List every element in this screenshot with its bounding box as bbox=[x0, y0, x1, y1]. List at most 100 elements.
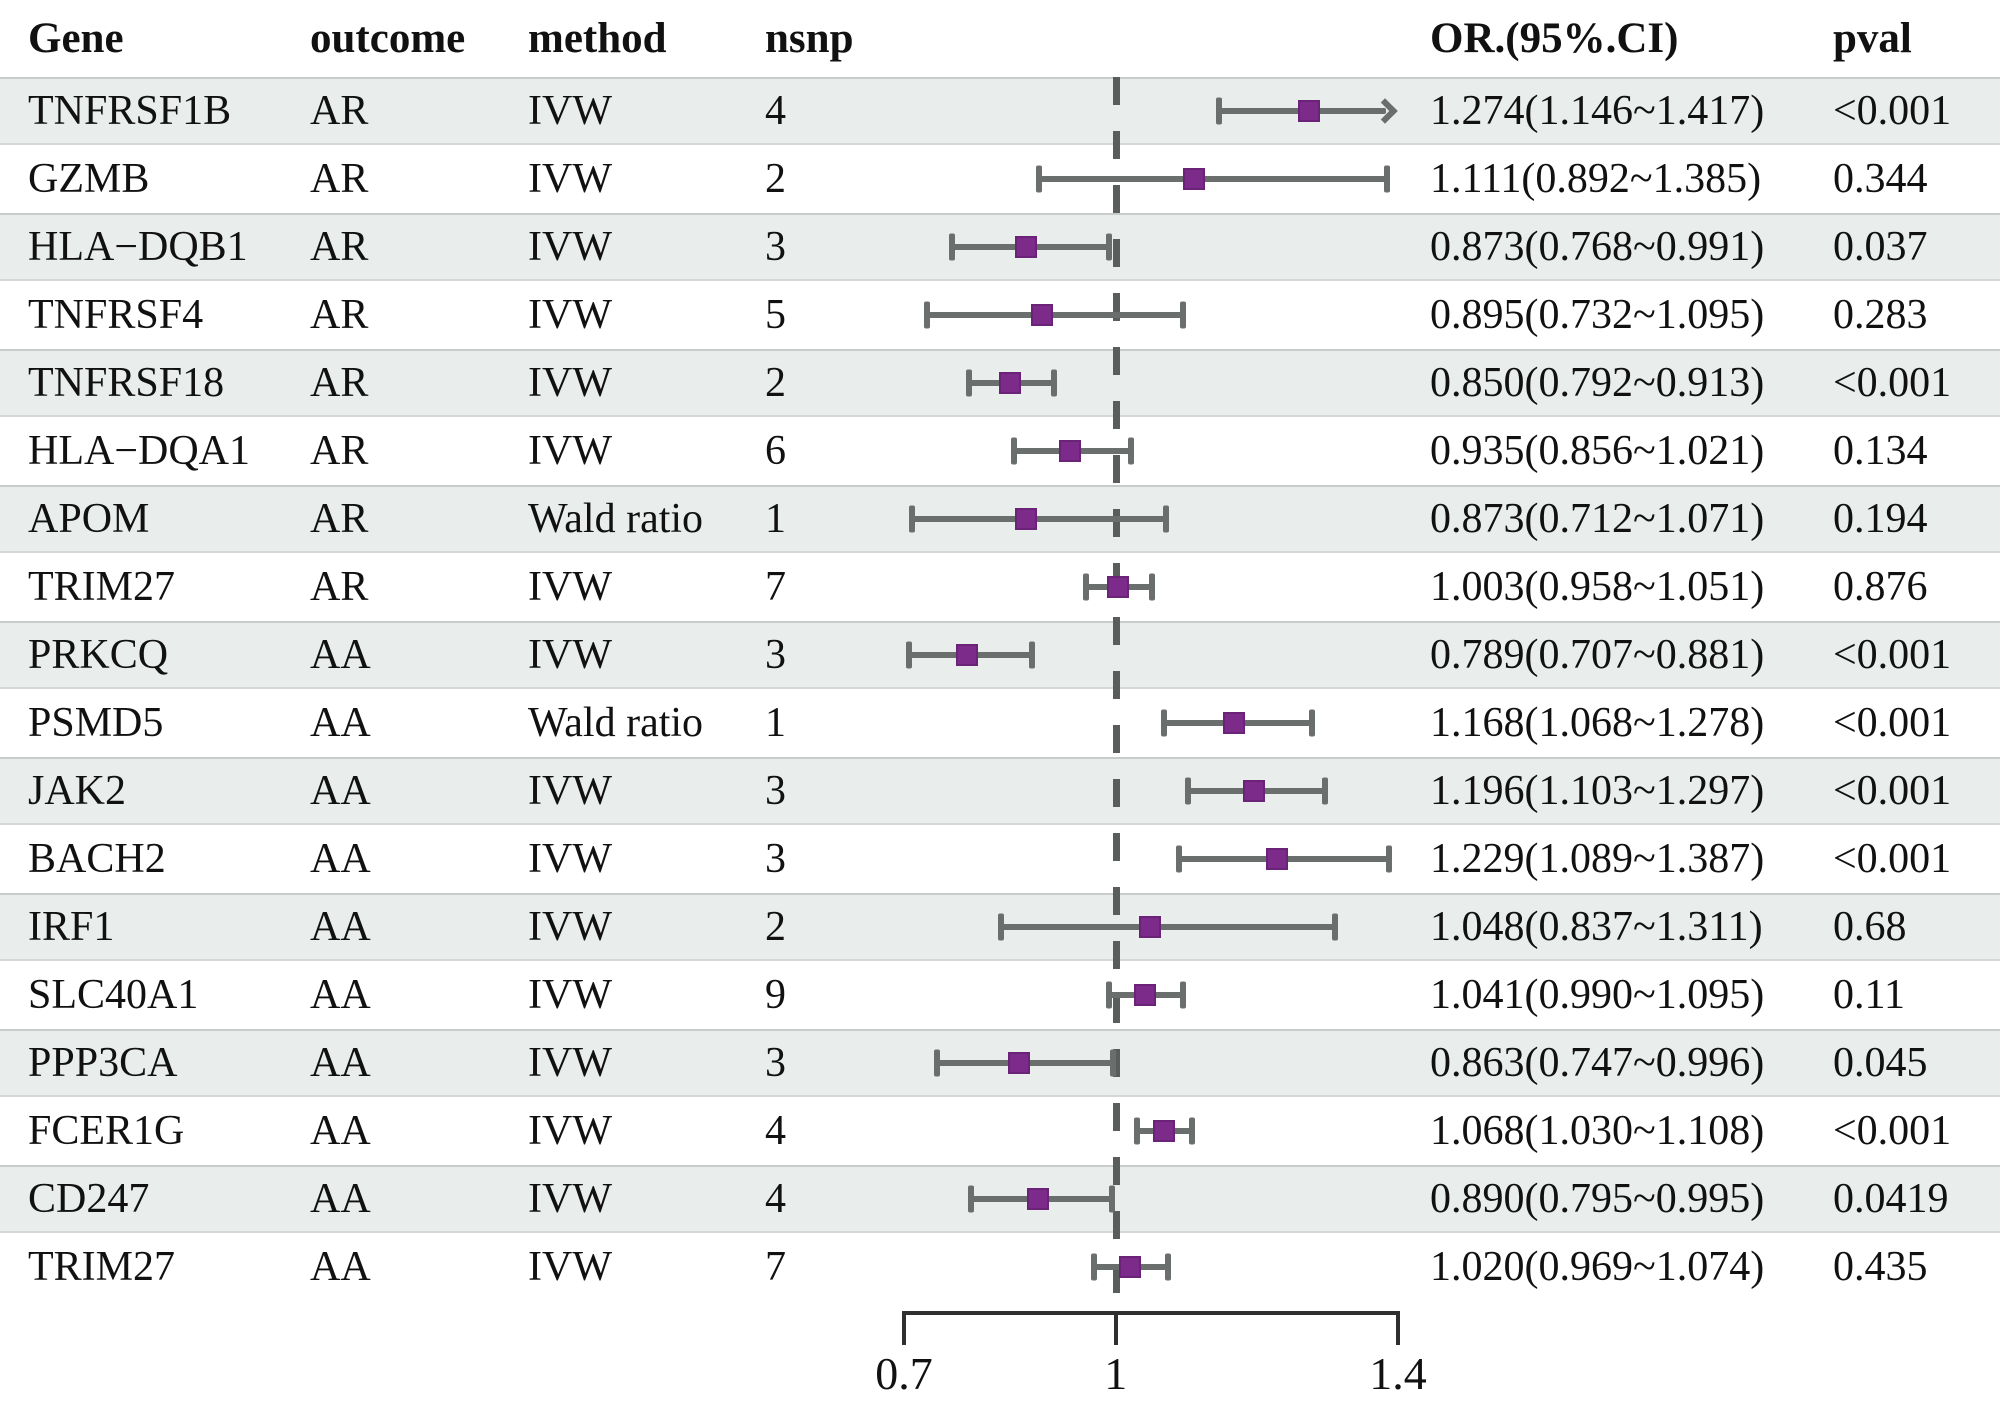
col-header-or-ci: OR.(95%.CI) bbox=[1430, 15, 1679, 62]
or-marker bbox=[1027, 1188, 1050, 1210]
or-marker bbox=[955, 644, 978, 666]
gene-cell: TNFRSF1B bbox=[28, 88, 232, 134]
or-marker bbox=[998, 372, 1021, 394]
method-cell: IVW bbox=[528, 1108, 612, 1154]
pval-cell: <0.001 bbox=[1833, 360, 1952, 406]
nsnp-cell: 2 bbox=[765, 904, 786, 950]
pval-cell: 0.11 bbox=[1833, 972, 1905, 1018]
or-ci-cell: 1.041(0.990~1.095) bbox=[1430, 972, 1765, 1018]
ci-cap-left bbox=[1160, 709, 1167, 737]
table-row: TRIM27 AR IVW 7 1.003(0.958~1.051) 0.876 bbox=[0, 553, 2000, 621]
ci-cap-right bbox=[1109, 1049, 1116, 1077]
ci-bar bbox=[926, 312, 1183, 318]
table-row: SLC40A1 AA IVW 9 1.041(0.990~1.095) 0.11 bbox=[0, 961, 2000, 1029]
pval-cell: <0.001 bbox=[1833, 836, 1952, 882]
ci-cap-left bbox=[1011, 437, 1018, 465]
outcome-cell: AA bbox=[310, 700, 371, 746]
outcome-cell: AA bbox=[310, 1244, 371, 1290]
or-ci-cell: 0.890(0.795~0.995) bbox=[1430, 1176, 1765, 1222]
nsnp-cell: 2 bbox=[765, 156, 786, 202]
ci-bar bbox=[1039, 176, 1388, 182]
gene-cell: HLA−DQA1 bbox=[28, 428, 250, 474]
or-marker bbox=[1030, 304, 1053, 326]
or-ci-cell: 0.850(0.792~0.913) bbox=[1430, 360, 1765, 406]
nsnp-cell: 7 bbox=[765, 1244, 786, 1290]
ci-track bbox=[904, 623, 1398, 687]
or-ci-cell: 0.863(0.747~0.996) bbox=[1430, 1040, 1765, 1086]
table-row: TNFRSF4 AR IVW 5 0.895(0.732~1.095) 0.283 bbox=[0, 281, 2000, 349]
ci-cap-left bbox=[1133, 1117, 1140, 1145]
method-cell: IVW bbox=[528, 564, 612, 610]
ci-cap-left bbox=[1175, 845, 1182, 873]
ci-cap-right bbox=[1179, 301, 1186, 329]
gene-cell: GZMB bbox=[28, 156, 150, 202]
table-row: TNFRSF1B AR IVW 4 1.274(1.146~1.417) <0.001 bbox=[0, 77, 2000, 145]
table-row: PRKCQ AA IVW 3 0.789(0.707~0.881) <0.001 bbox=[0, 621, 2000, 689]
outcome-cell: AR bbox=[310, 496, 369, 542]
table-row: PSMD5 AA Wald ratio 1 1.168(1.068~1.278) <0.0… bbox=[0, 689, 2000, 757]
method-cell: Wald ratio bbox=[528, 496, 704, 542]
table-header-row: Gene outcome method nsnp OR.(95%.CI) pva… bbox=[0, 0, 2000, 77]
ci-track bbox=[904, 895, 1398, 959]
or-ci-cell: 1.003(0.958~1.051) bbox=[1430, 564, 1765, 610]
outcome-cell: AR bbox=[310, 156, 369, 202]
table-row: HLA−DQA1 AR IVW 6 0.935(0.856~1.021) 0.134 bbox=[0, 417, 2000, 485]
ci-track bbox=[904, 351, 1398, 415]
ci-cap-right bbox=[1322, 777, 1329, 805]
x-axis-tick-label: 0.7 bbox=[875, 1348, 933, 1399]
pval-cell: 0.037 bbox=[1833, 224, 1928, 270]
or-ci-cell: 1.068(1.030~1.108) bbox=[1430, 1108, 1765, 1154]
forest-plot-cell bbox=[880, 961, 1415, 1029]
ci-cap-left bbox=[1185, 777, 1192, 805]
nsnp-cell: 3 bbox=[765, 632, 786, 678]
gene-cell: SLC40A1 bbox=[28, 972, 199, 1018]
forest-plot-cell bbox=[880, 351, 1415, 415]
ci-cap-left bbox=[909, 505, 916, 533]
forest-plot-cell bbox=[880, 1097, 1415, 1165]
method-cell: IVW bbox=[528, 836, 612, 882]
or-ci-cell: 0.873(0.768~0.991) bbox=[1430, 224, 1765, 270]
forest-plot-cell bbox=[880, 689, 1415, 757]
ci-bar bbox=[1000, 924, 1336, 930]
ci-track bbox=[904, 417, 1398, 485]
or-ci-cell: 0.895(0.732~1.095) bbox=[1430, 292, 1765, 338]
or-marker bbox=[1106, 576, 1129, 598]
gene-cell: HLA−DQB1 bbox=[28, 224, 248, 270]
nsnp-cell: 3 bbox=[765, 224, 786, 270]
method-cell: IVW bbox=[528, 156, 612, 202]
or-ci-cell: 0.873(0.712~1.071) bbox=[1430, 496, 1765, 542]
pval-cell: 0.194 bbox=[1833, 496, 1928, 542]
method-cell: IVW bbox=[528, 360, 612, 406]
method-cell: IVW bbox=[528, 1176, 612, 1222]
ci-cap-right bbox=[1384, 165, 1391, 193]
method-cell: IVW bbox=[528, 292, 612, 338]
nsnp-cell: 4 bbox=[765, 1108, 786, 1154]
nsnp-cell: 9 bbox=[765, 972, 786, 1018]
ci-cap-right bbox=[1179, 981, 1186, 1009]
or-ci-cell: 1.274(1.146~1.417) bbox=[1430, 88, 1765, 134]
gene-cell: PSMD5 bbox=[28, 700, 164, 746]
ci-track bbox=[904, 759, 1398, 823]
outcome-cell: AR bbox=[310, 360, 369, 406]
forest-plot-cell bbox=[880, 825, 1415, 893]
ci-cap-left bbox=[905, 641, 912, 669]
nsnp-cell: 7 bbox=[765, 564, 786, 610]
forest-plot-cell bbox=[880, 1233, 1415, 1301]
forest-plot-cell bbox=[880, 895, 1415, 959]
forest-plot-cell bbox=[880, 79, 1415, 143]
table-row: BACH2 AA IVW 3 1.229(1.089~1.387) <0.001 bbox=[0, 825, 2000, 893]
or-marker bbox=[1058, 440, 1081, 462]
nsnp-cell: 1 bbox=[765, 700, 786, 746]
table-row: FCER1G AA IVW 4 1.068(1.030~1.108) <0.001 bbox=[0, 1097, 2000, 1165]
gene-cell: IRF1 bbox=[28, 904, 115, 950]
or-marker bbox=[1152, 1120, 1175, 1142]
ci-cap-right bbox=[1164, 1253, 1171, 1281]
pval-cell: 0.0419 bbox=[1833, 1176, 1949, 1222]
col-header-nsnp: nsnp bbox=[765, 15, 854, 62]
x-axis-tick bbox=[1396, 1311, 1400, 1345]
gene-cell: BACH2 bbox=[28, 836, 166, 882]
ci-track bbox=[904, 281, 1398, 349]
x-axis-tick bbox=[1113, 1311, 1118, 1345]
ci-cap-right bbox=[1106, 233, 1113, 261]
